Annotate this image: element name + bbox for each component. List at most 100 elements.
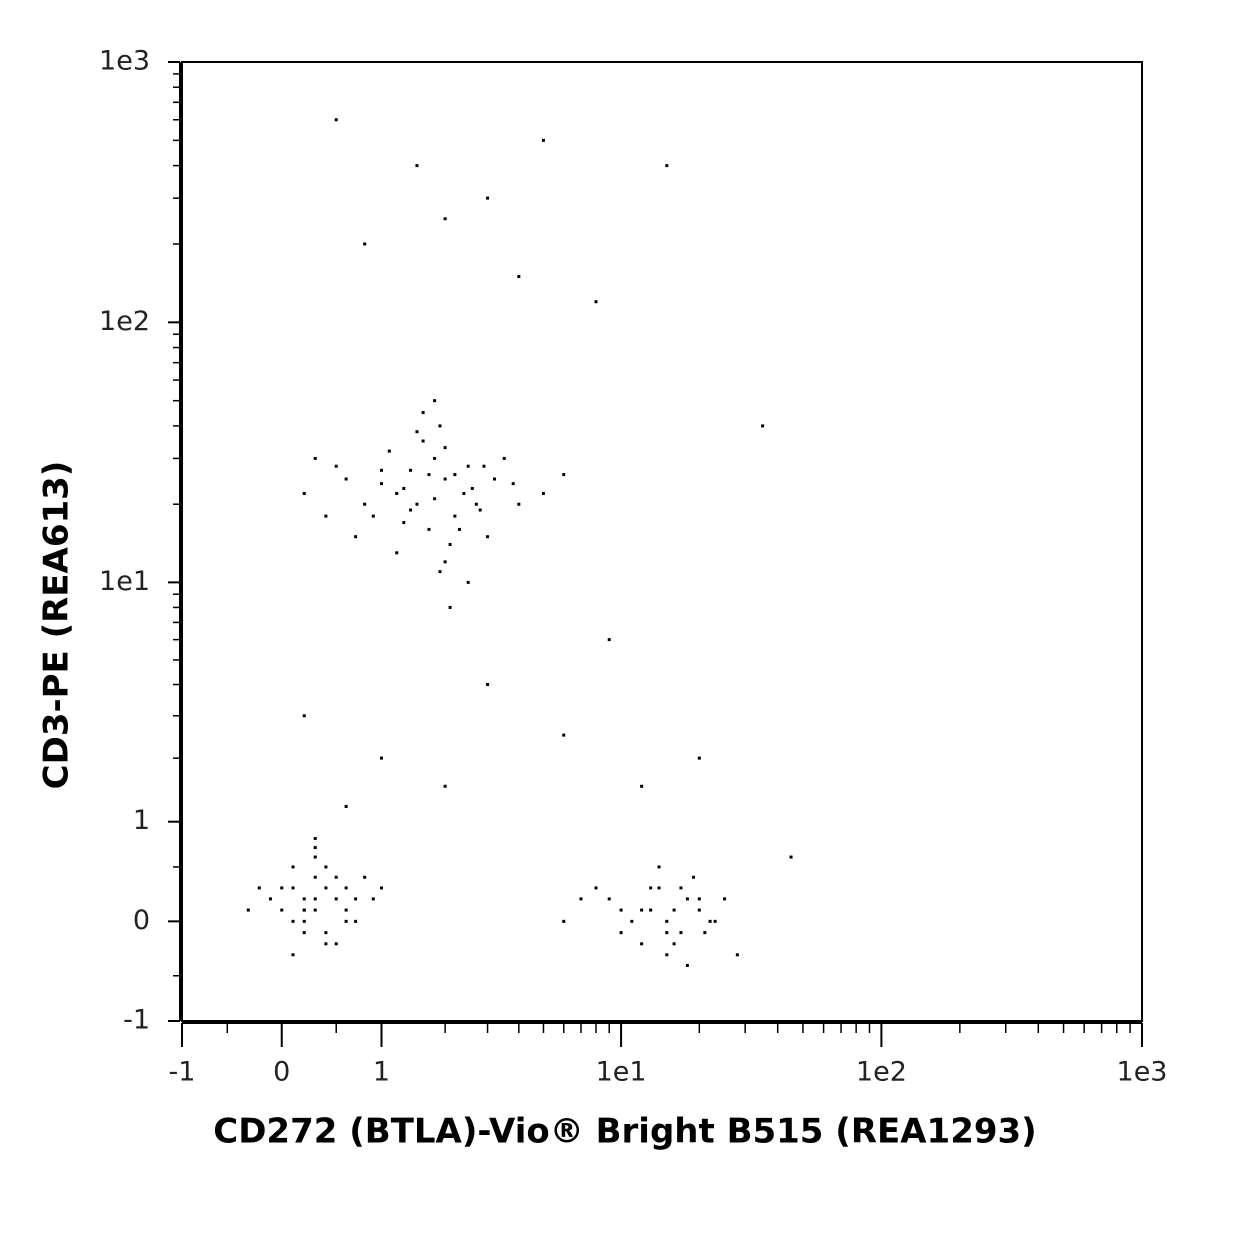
dot	[268, 897, 272, 901]
dot	[443, 446, 447, 450]
dot	[562, 919, 566, 923]
dot	[313, 837, 317, 841]
dot	[313, 456, 317, 460]
dot	[448, 605, 452, 609]
dot	[679, 931, 683, 935]
plot-frame	[181, 61, 1143, 1022]
dot	[363, 242, 367, 246]
dot	[679, 886, 683, 890]
dot	[453, 473, 457, 477]
dot	[453, 514, 457, 518]
dot	[697, 897, 701, 901]
dot	[344, 919, 348, 923]
dot	[395, 491, 399, 495]
dot	[438, 570, 442, 574]
dot	[313, 846, 317, 850]
dot	[302, 491, 306, 495]
dot	[363, 875, 367, 879]
dot	[541, 491, 545, 495]
dot	[334, 464, 338, 468]
dot	[291, 886, 295, 890]
dot	[313, 897, 317, 901]
dot	[280, 886, 284, 890]
dot	[723, 897, 727, 901]
dot	[334, 942, 338, 946]
dot	[302, 897, 306, 901]
dot	[562, 733, 566, 737]
dot	[697, 908, 701, 912]
dot	[438, 424, 442, 428]
dot	[415, 164, 419, 168]
dot	[697, 756, 701, 760]
dot	[380, 468, 384, 472]
dot	[493, 477, 497, 481]
dot	[433, 497, 437, 501]
dot	[291, 919, 295, 923]
dot	[486, 535, 490, 539]
dot	[466, 580, 470, 584]
dot	[607, 897, 611, 901]
dot	[302, 931, 306, 935]
dot	[594, 886, 598, 890]
dot	[421, 411, 425, 415]
y-axis-title: CD3-PE (REA613)	[37, 461, 77, 790]
dot	[344, 477, 348, 481]
x-tick-label: -1	[169, 1057, 196, 1088]
dot	[457, 527, 461, 531]
dot	[433, 456, 437, 460]
dot	[502, 456, 506, 460]
dot	[640, 942, 644, 946]
dot	[334, 875, 338, 879]
dot	[354, 897, 358, 901]
dot	[344, 908, 348, 912]
dot	[380, 886, 384, 890]
dot	[334, 897, 338, 901]
dot	[708, 919, 712, 923]
dot	[619, 931, 623, 935]
dot	[562, 473, 566, 477]
x-tick-label: 1e1	[596, 1057, 647, 1088]
dot	[541, 138, 545, 142]
dot	[665, 164, 669, 168]
dot	[324, 886, 328, 890]
dot	[257, 886, 261, 890]
dot	[470, 486, 474, 490]
dot	[657, 886, 661, 890]
dot	[344, 886, 348, 890]
dot	[280, 908, 284, 912]
y-tick-label: 1e1	[99, 566, 150, 597]
dot	[395, 551, 399, 555]
dot	[511, 482, 515, 486]
dot	[665, 953, 669, 957]
dot	[363, 502, 367, 506]
dot	[302, 714, 306, 718]
dot	[594, 300, 598, 304]
x-tick-label: 1	[373, 1057, 390, 1088]
dot	[313, 908, 317, 912]
dot	[324, 931, 328, 935]
dot	[443, 217, 447, 221]
dot	[579, 897, 583, 901]
x-tick-label: 1e2	[856, 1057, 907, 1088]
dot	[657, 865, 661, 869]
y-tick-label: 1e3	[99, 46, 150, 77]
dot	[354, 535, 358, 539]
dot	[246, 908, 250, 912]
dot	[409, 508, 413, 512]
x-tick-label: 0	[273, 1057, 290, 1088]
dot	[713, 919, 717, 923]
dot	[630, 919, 634, 923]
dot	[344, 804, 348, 808]
dot	[415, 502, 419, 506]
dot	[313, 875, 317, 879]
dot	[324, 942, 328, 946]
dot	[302, 908, 306, 912]
dot	[380, 482, 384, 486]
x-axis-title: CD272 (BTLA)-Vio® Bright B515 (REA1293)	[213, 1112, 1036, 1152]
dot	[692, 875, 696, 879]
dot	[443, 560, 447, 564]
dot	[291, 953, 295, 957]
dot	[672, 908, 676, 912]
y-tick-label: 1e2	[99, 306, 150, 337]
